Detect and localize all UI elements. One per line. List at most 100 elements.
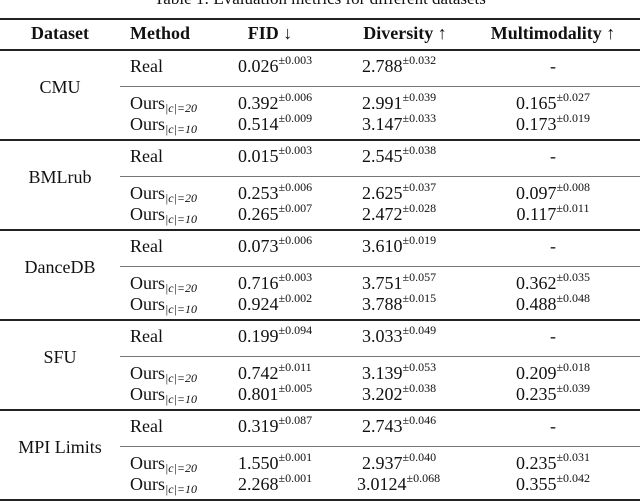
multimodality-cell: - bbox=[478, 326, 628, 347]
header-diversity: Diversity ↑ bbox=[363, 23, 447, 43]
diversity-cell: 2.788±0.032 bbox=[362, 53, 437, 77]
fid-cell: 0.015±0.003 bbox=[238, 143, 312, 167]
fid-cell-value: 0.026 bbox=[238, 56, 279, 76]
fid-cell-std: ±0.005 bbox=[278, 381, 313, 395]
method-subscript: |c|=10 bbox=[165, 122, 198, 136]
multimodality-cell-std: ±0.031 bbox=[556, 450, 591, 464]
fid-cell-value: 2.268 bbox=[238, 474, 279, 494]
diversity-cell: 3.751±0.057 bbox=[362, 270, 436, 294]
method-name: Real bbox=[130, 56, 163, 76]
diversity-cell-std: ±0.033 bbox=[402, 111, 437, 125]
fid-cell-std: ±0.087 bbox=[278, 413, 313, 427]
fid-cell: 0.514±0.009 bbox=[238, 111, 312, 135]
diversity-cell-value: 2.991 bbox=[362, 93, 403, 113]
fid-cell-std: ±0.003 bbox=[278, 270, 313, 284]
method-name: Real bbox=[130, 236, 163, 256]
method-name: Ours bbox=[130, 93, 165, 113]
method-name: Ours bbox=[130, 294, 165, 314]
diversity-cell-std: ±0.015 bbox=[402, 291, 437, 305]
diversity-cell: 3.0124±0.068 bbox=[357, 471, 440, 495]
diversity-cell-std: ±0.019 bbox=[402, 233, 437, 247]
fid-cell: 1.550±0.001 bbox=[238, 450, 313, 474]
header-rule bbox=[0, 49, 640, 51]
method-label: Ours|c|=10 bbox=[130, 384, 198, 406]
diversity-cell-value: 2.625 bbox=[362, 183, 403, 203]
method-subscript: |c|=20 bbox=[165, 101, 198, 115]
group-inner-rule bbox=[120, 266, 640, 267]
diversity-cell-value: 3.0124 bbox=[357, 474, 407, 494]
method-label: Ours|c|=10 bbox=[130, 474, 198, 496]
method-subscript: |c|=10 bbox=[165, 302, 198, 316]
multimodality-cell-std: ±0.027 bbox=[556, 90, 591, 104]
diversity-cell: 3.139±0.053 bbox=[362, 360, 437, 384]
multimodality-cell-value: 0.117 bbox=[516, 204, 557, 224]
multimodality-cell: 0.117±0.011 bbox=[478, 201, 628, 225]
top-rule bbox=[0, 18, 640, 20]
group-inner-rule bbox=[120, 356, 640, 357]
multimodality-cell: 0.488±0.048 bbox=[478, 291, 628, 315]
dataset-name: DanceDB bbox=[24, 257, 96, 277]
multimodality-cell: 0.355±0.042 bbox=[478, 471, 628, 495]
diversity-cell-std: ±0.038 bbox=[402, 381, 437, 395]
diversity-cell: 3.202±0.038 bbox=[362, 381, 437, 405]
method-subscript: |c|=10 bbox=[165, 482, 198, 496]
fid-cell: 0.924±0.002 bbox=[238, 291, 312, 315]
diversity-cell-std: ±0.053 bbox=[402, 360, 437, 374]
header-dataset: Dataset bbox=[31, 23, 89, 43]
fid-cell-std: ±0.006 bbox=[278, 90, 313, 104]
multimodality-cell: 0.097±0.008 bbox=[478, 180, 628, 204]
multimodality-cell: 0.209±0.018 bbox=[478, 360, 628, 384]
group-rule bbox=[0, 319, 640, 321]
method-subscript: |c|=10 bbox=[165, 392, 198, 406]
fid-cell: 0.319±0.087 bbox=[238, 413, 313, 437]
diversity-cell-value: 3.147 bbox=[362, 114, 403, 134]
fid-cell-std: ±0.001 bbox=[278, 450, 313, 464]
multimodality-cell: - bbox=[478, 56, 628, 77]
fid-cell-value: 0.924 bbox=[238, 294, 279, 314]
fid-cell-value: 0.319 bbox=[238, 416, 279, 436]
diversity-cell: 3.610±0.019 bbox=[362, 233, 437, 257]
fid-cell-std: ±0.007 bbox=[278, 201, 313, 215]
method-label: Ours|c|=20 bbox=[130, 93, 198, 115]
method-name: Real bbox=[130, 416, 163, 436]
multimodality-cell-std: ±0.042 bbox=[556, 471, 591, 485]
diversity-cell-value: 2.545 bbox=[362, 146, 403, 166]
multimodality-cell: - bbox=[478, 416, 628, 437]
diversity-cell: 2.625±0.037 bbox=[362, 180, 436, 204]
diversity-cell-std: ±0.039 bbox=[402, 90, 437, 104]
multimodality-cell-std: ±0.008 bbox=[556, 180, 591, 194]
diversity-cell-std: ±0.038 bbox=[402, 143, 437, 157]
diversity-cell-value: 2.743 bbox=[362, 416, 403, 436]
diversity-cell-std: ±0.032 bbox=[402, 53, 437, 67]
method-name: Ours bbox=[130, 273, 165, 293]
method-name: Ours bbox=[130, 114, 165, 134]
diversity-cell-value: 3.610 bbox=[362, 236, 403, 256]
multimodality-cell: 0.235±0.031 bbox=[478, 450, 628, 474]
multimodality-cell-value: 0.173 bbox=[515, 114, 557, 134]
dataset-name: CMU bbox=[39, 77, 81, 97]
group-inner-rule bbox=[120, 446, 640, 447]
method-label: Ours|c|=20 bbox=[130, 273, 197, 295]
group-rule bbox=[0, 229, 640, 231]
multimodality-cell-value: - bbox=[550, 146, 556, 166]
multimodality-cell-std: ±0.011 bbox=[556, 201, 590, 215]
multimodality-cell-value: 0.097 bbox=[515, 183, 557, 203]
multimodality-cell: 0.173±0.019 bbox=[478, 111, 628, 135]
fid-cell: 0.801±0.005 bbox=[238, 381, 313, 405]
diversity-cell: 2.545±0.038 bbox=[362, 143, 437, 167]
multimodality-cell: 0.235±0.039 bbox=[478, 381, 628, 405]
fid-cell: 0.742±0.011 bbox=[238, 360, 312, 384]
fid-cell-std: ±0.001 bbox=[278, 471, 313, 485]
method-name: Real bbox=[130, 326, 163, 346]
multimodality-cell-std: ±0.039 bbox=[556, 381, 591, 395]
diversity-cell-value: 3.139 bbox=[362, 363, 403, 383]
diversity-cell-value: 3.751 bbox=[362, 273, 403, 293]
fid-cell: 0.199±0.094 bbox=[238, 323, 312, 347]
multimodality-cell-value: - bbox=[550, 236, 556, 256]
fid-cell-value: 0.073 bbox=[238, 236, 279, 256]
method-subscript: |c|=20 bbox=[165, 191, 198, 205]
diversity-cell: 3.033±0.049 bbox=[362, 323, 436, 347]
fid-cell-value: 0.253 bbox=[238, 183, 279, 203]
fid-cell-value: 0.742 bbox=[238, 363, 279, 383]
method-label: Ours|c|=20 bbox=[130, 183, 198, 205]
